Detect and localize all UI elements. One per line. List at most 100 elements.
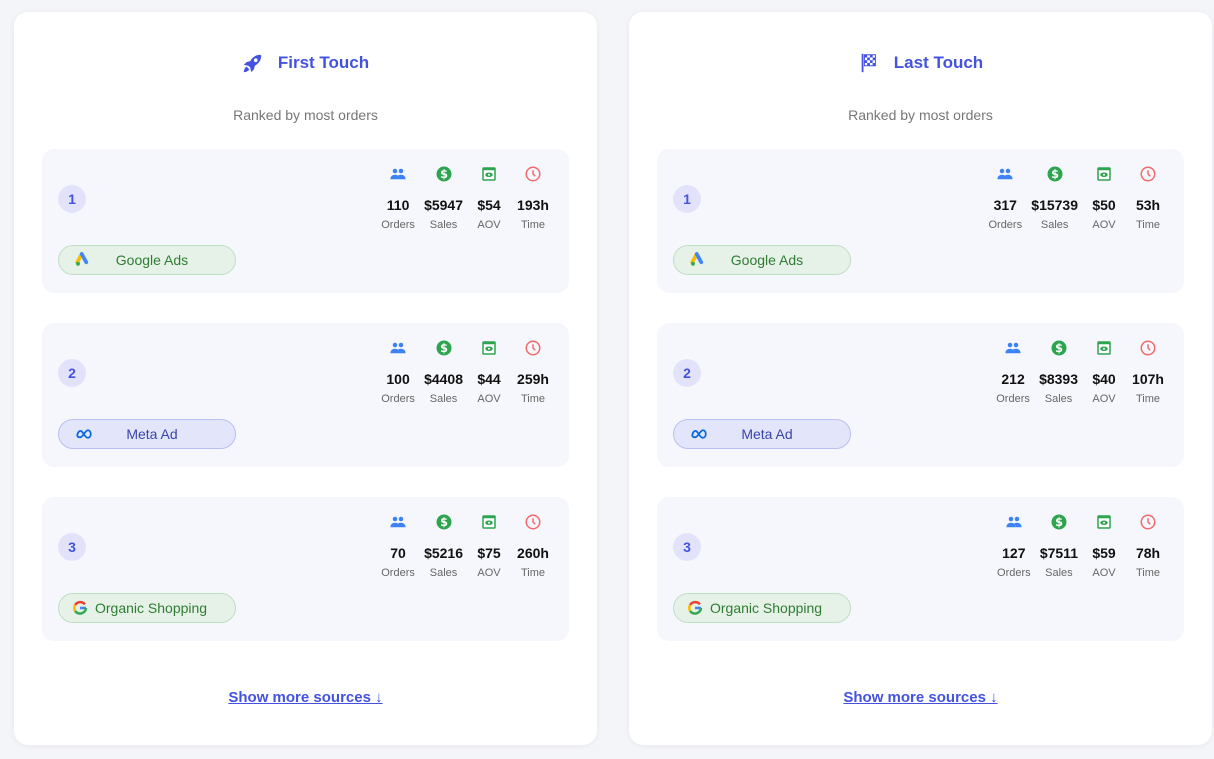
source-tag[interactable]: Meta Ad: [673, 419, 851, 449]
stat-time: 78h Time: [1130, 513, 1166, 579]
clock-icon: [1139, 339, 1157, 362]
clock-icon: [1139, 513, 1157, 536]
stat-aov: $44 AOV: [471, 339, 507, 405]
source-card: 2 100 Orders $ $4408 Sales $44 AOV 259h T…: [42, 323, 569, 467]
dollar-icon: $: [1050, 513, 1068, 536]
stat-label: Sales: [429, 393, 458, 405]
stat-label: Orders: [381, 219, 415, 231]
rank-badge: 3: [673, 533, 701, 561]
stat-label: Time: [520, 567, 546, 579]
stat-value: $75: [477, 545, 501, 561]
rank-badge: 1: [673, 185, 701, 213]
stat-time: 260h Time: [515, 513, 551, 579]
stat-label: Orders: [381, 393, 415, 405]
stat-value: 127: [1002, 545, 1026, 561]
panel-subtitle: Ranked by most orders: [233, 107, 378, 123]
stat-orders: 317 Orders: [987, 165, 1023, 231]
source-stats: 70 Orders $ $5216 Sales $75 AOV 260h Time: [380, 513, 551, 579]
source-tag[interactable]: Organic Shopping: [673, 593, 851, 623]
rank-badge: 3: [58, 533, 86, 561]
source-card: 1 110 Orders $ $5947 Sales $54 AOV 193h T…: [42, 149, 569, 293]
source-card: 3 127 Orders $ $7511 Sales $59 AOV 78h Ti…: [657, 497, 1184, 641]
stat-label: Orders: [996, 393, 1030, 405]
stat-value: 193h: [517, 197, 549, 213]
stat-aov: $50 AOV: [1086, 165, 1122, 231]
stat-label: AOV: [1092, 219, 1116, 231]
stat-value: 78h: [1135, 545, 1161, 561]
google-icon: [686, 599, 704, 617]
stat-label: Time: [1135, 567, 1161, 579]
stat-label: Time: [520, 393, 546, 405]
stat-orders: 212 Orders: [995, 339, 1031, 405]
rank-badge: 1: [58, 185, 86, 213]
svg-text:$: $: [440, 168, 448, 181]
stat-value: 107h: [1132, 371, 1164, 387]
source-tag[interactable]: Meta Ad: [58, 419, 236, 449]
rank-badge: 2: [58, 359, 86, 387]
stat-sales: $ $4408 Sales: [424, 339, 463, 405]
stat-time: 259h Time: [515, 339, 551, 405]
svg-text:$: $: [1055, 516, 1063, 529]
stat-label: Time: [1135, 393, 1161, 405]
first-touch-panel: First Touch Ranked by most orders 1 110 …: [14, 12, 597, 745]
meta-icon: [75, 425, 93, 443]
stat-label: Sales: [1040, 219, 1069, 231]
stat-value: 100: [386, 371, 410, 387]
stat-value: 70: [390, 545, 406, 561]
svg-text:$: $: [440, 516, 448, 529]
eye-window-icon: [480, 513, 498, 536]
source-name: Google Ads: [730, 252, 804, 268]
source-name: Meta Ad: [126, 426, 178, 442]
stat-value: 259h: [517, 371, 549, 387]
source-tag[interactable]: Google Ads: [673, 245, 851, 275]
checkered-flag-icon: [858, 52, 880, 74]
source-stats: 127 Orders $ $7511 Sales $59 AOV 78h Time: [996, 513, 1166, 579]
stat-label: Sales: [1045, 567, 1073, 579]
google-ads-icon: [690, 251, 708, 269]
stat-value: 260h: [517, 545, 549, 561]
stat-orders: 110 Orders: [380, 165, 416, 231]
stat-orders: 70 Orders: [380, 513, 416, 579]
users-icon: [389, 165, 407, 188]
stat-sales: $ $5216 Sales: [424, 513, 463, 579]
last-touch-panel: Last Touch Ranked by most orders 1 317 O…: [629, 12, 1212, 745]
rank-badge: 2: [673, 359, 701, 387]
eye-window-icon: [480, 339, 498, 362]
source-name: Organic Shopping: [710, 600, 823, 616]
clock-icon: [1139, 165, 1157, 188]
stat-label: Orders: [988, 219, 1023, 231]
google-icon: [71, 599, 89, 617]
source-name: Google Ads: [115, 252, 189, 268]
stat-label: Time: [520, 219, 546, 231]
stat-sales: $ $7511 Sales: [1040, 513, 1078, 579]
stat-value: $15739: [1031, 197, 1078, 213]
stat-time: 107h Time: [1130, 339, 1166, 405]
clock-icon: [524, 513, 542, 536]
stat-aov: $59 AOV: [1086, 513, 1122, 579]
stat-sales: $ $8393 Sales: [1039, 339, 1078, 405]
stat-value: $7511: [1039, 545, 1078, 561]
source-tag[interactable]: Google Ads: [58, 245, 236, 275]
source-card: 1 317 Orders $ $15739 Sales $50 AOV 53h T…: [657, 149, 1184, 293]
users-icon: [389, 339, 407, 362]
stat-value: 53h: [1135, 197, 1161, 213]
users-icon: [996, 165, 1014, 188]
source-tag[interactable]: Organic Shopping: [58, 593, 236, 623]
eye-window-icon: [480, 165, 498, 188]
meta-icon: [690, 425, 708, 443]
eye-window-icon: [1095, 339, 1113, 362]
show-more-sources-link[interactable]: Show more sources ↓: [843, 689, 998, 706]
source-name: Meta Ad: [741, 426, 793, 442]
eye-window-icon: [1095, 513, 1113, 536]
stat-sales: $ $15739 Sales: [1031, 165, 1078, 231]
users-icon: [1004, 339, 1022, 362]
source-name: Organic Shopping: [95, 600, 208, 616]
show-more-sources-link[interactable]: Show more sources ↓: [228, 689, 383, 706]
stat-value: $8393: [1039, 371, 1078, 387]
source-stats: 317 Orders $ $15739 Sales $50 AOV 53h Tim…: [987, 165, 1166, 231]
stat-aov: $40 AOV: [1086, 339, 1122, 405]
stat-label: Time: [1135, 219, 1161, 231]
panel-title: First Touch: [14, 52, 597, 74]
svg-text:$: $: [440, 342, 448, 355]
users-icon: [389, 513, 407, 536]
